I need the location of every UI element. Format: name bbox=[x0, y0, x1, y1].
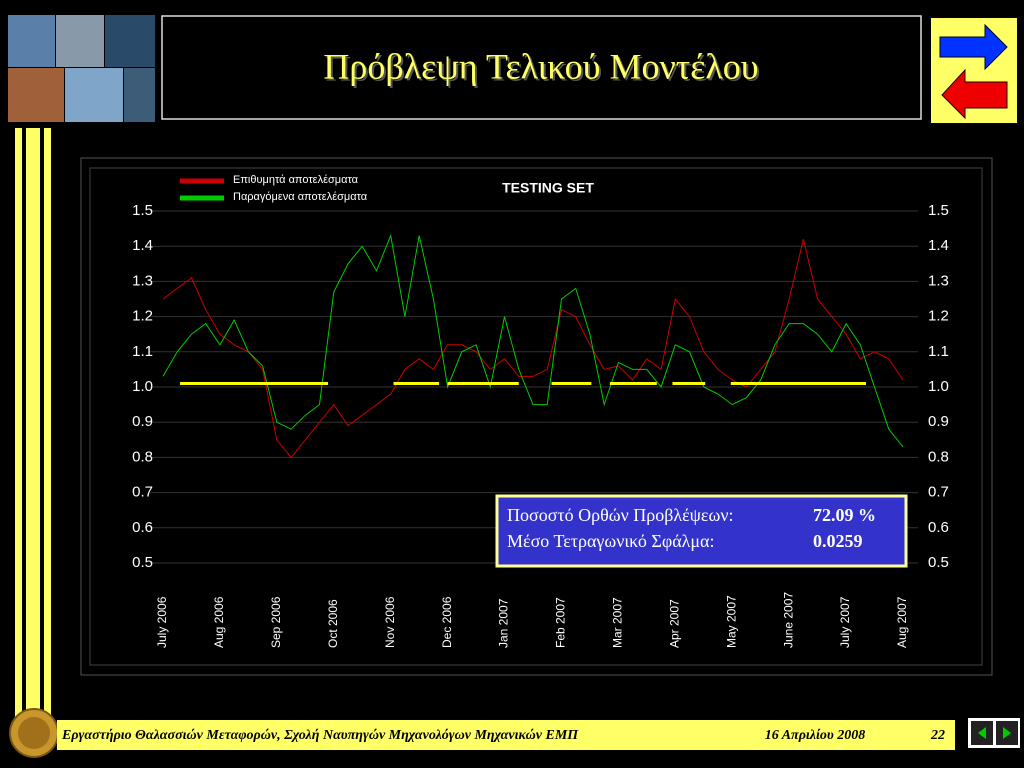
y-tick-label: 1.5 bbox=[132, 202, 153, 219]
photo-collage bbox=[8, 15, 155, 122]
y2-tick-label: 1.3 bbox=[928, 272, 949, 289]
x-tick-label: Jan 2007 bbox=[497, 598, 511, 648]
next-icon bbox=[1003, 727, 1011, 739]
x-tick-label: Nov 2006 bbox=[383, 596, 397, 648]
photo bbox=[124, 68, 155, 122]
stats-label: Ποσοστό Ορθών Προβλέψεων: bbox=[507, 505, 733, 525]
x-tick-label: Feb 2007 bbox=[554, 597, 568, 648]
photo bbox=[65, 68, 123, 122]
legend-label: Επιθυμητά αποτελέσματα bbox=[233, 174, 359, 186]
x-tick-label: Sep 2006 bbox=[269, 596, 283, 648]
legend-label: Παραγόμενα αποτελέσματα bbox=[233, 191, 368, 203]
photo bbox=[105, 15, 155, 67]
x-tick-label: Apr 2007 bbox=[667, 599, 681, 648]
stats-label: Μέσο Τετραγωνικό Σφάλμα: bbox=[507, 531, 714, 551]
page-number: 22 bbox=[930, 728, 945, 743]
chart: 0.5 0.6 0.7 0.8 0.9 1.0 1.1 1.2 1.3 1.4 1.5 0.5 0.6 0… bbox=[132, 174, 949, 648]
y2-tick-label: 0.6 bbox=[928, 519, 949, 536]
y2-tick-label: 0.9 bbox=[928, 413, 949, 430]
slide-title: Πρόβλεψη Τελικού Μοντέλου bbox=[323, 46, 758, 86]
y-tick-label: 0.9 bbox=[132, 413, 153, 430]
photo bbox=[8, 68, 64, 122]
x-tick-label: Dec 2006 bbox=[440, 596, 454, 648]
footer-bar bbox=[57, 720, 955, 750]
series-line bbox=[162, 239, 904, 459]
y-tick-label: 0.6 bbox=[132, 519, 153, 536]
y2-tick-label: 0.8 bbox=[928, 448, 949, 465]
y-tick-label: 1.2 bbox=[132, 308, 153, 325]
x-tick-label: Oct 2006 bbox=[326, 599, 340, 648]
y-tick-label: 0.5 bbox=[132, 554, 153, 571]
y2-tick-label: 1.5 bbox=[928, 202, 949, 219]
y-tick-label: 1.3 bbox=[132, 272, 153, 289]
side-bar-stripe bbox=[40, 128, 44, 720]
x-tick-label: Aug 2006 bbox=[212, 596, 226, 648]
stats-value: 72.09 % bbox=[813, 505, 876, 525]
footer-text: Εργαστήριο Θαλασσιών Μεταφορών, Σχολή Να… bbox=[61, 728, 579, 743]
prev-arrow[interactable] bbox=[941, 68, 1008, 120]
x-tick-label: May 2007 bbox=[724, 595, 738, 648]
y2-tick-label: 1.0 bbox=[928, 378, 949, 395]
y2-tick-label: 1.1 bbox=[928, 343, 949, 360]
x-tick-label: Aug 2007 bbox=[895, 596, 909, 648]
photo bbox=[56, 15, 104, 67]
chart-title: TESTING SET bbox=[502, 180, 594, 196]
y-tick-label: 1.1 bbox=[132, 343, 153, 360]
photo bbox=[8, 15, 55, 67]
side-bar bbox=[15, 128, 51, 720]
x-tick-label: July 2007 bbox=[838, 596, 852, 648]
stats-box bbox=[495, 494, 908, 568]
x-tick-label: July 2006 bbox=[155, 596, 169, 648]
y2-tick-label: 0.7 bbox=[928, 484, 949, 501]
y-tick-label: 0.7 bbox=[132, 484, 153, 501]
y-tick-label: 1.4 bbox=[132, 237, 153, 254]
y2-tick-label: 0.5 bbox=[928, 554, 949, 571]
x-tick-label: Mar 2007 bbox=[611, 597, 625, 648]
prev-icon bbox=[978, 727, 986, 739]
y2-tick-label: 1.4 bbox=[928, 237, 949, 254]
stats-value: 0.0259 bbox=[813, 531, 863, 551]
next-arrow[interactable] bbox=[939, 23, 1008, 71]
plot-panel bbox=[89, 167, 983, 666]
y2-tick-label: 1.2 bbox=[928, 308, 949, 325]
logo-inner bbox=[18, 717, 50, 749]
y-tick-label: 0.8 bbox=[132, 448, 153, 465]
x-tick-label: June 2007 bbox=[781, 592, 795, 648]
footer-date: 16 Απριλίου 2008 bbox=[765, 728, 866, 743]
title-box bbox=[161, 15, 922, 120]
y-tick-label: 1.0 bbox=[132, 378, 153, 395]
series-line bbox=[162, 233, 904, 448]
side-bar-stripe bbox=[22, 128, 26, 720]
